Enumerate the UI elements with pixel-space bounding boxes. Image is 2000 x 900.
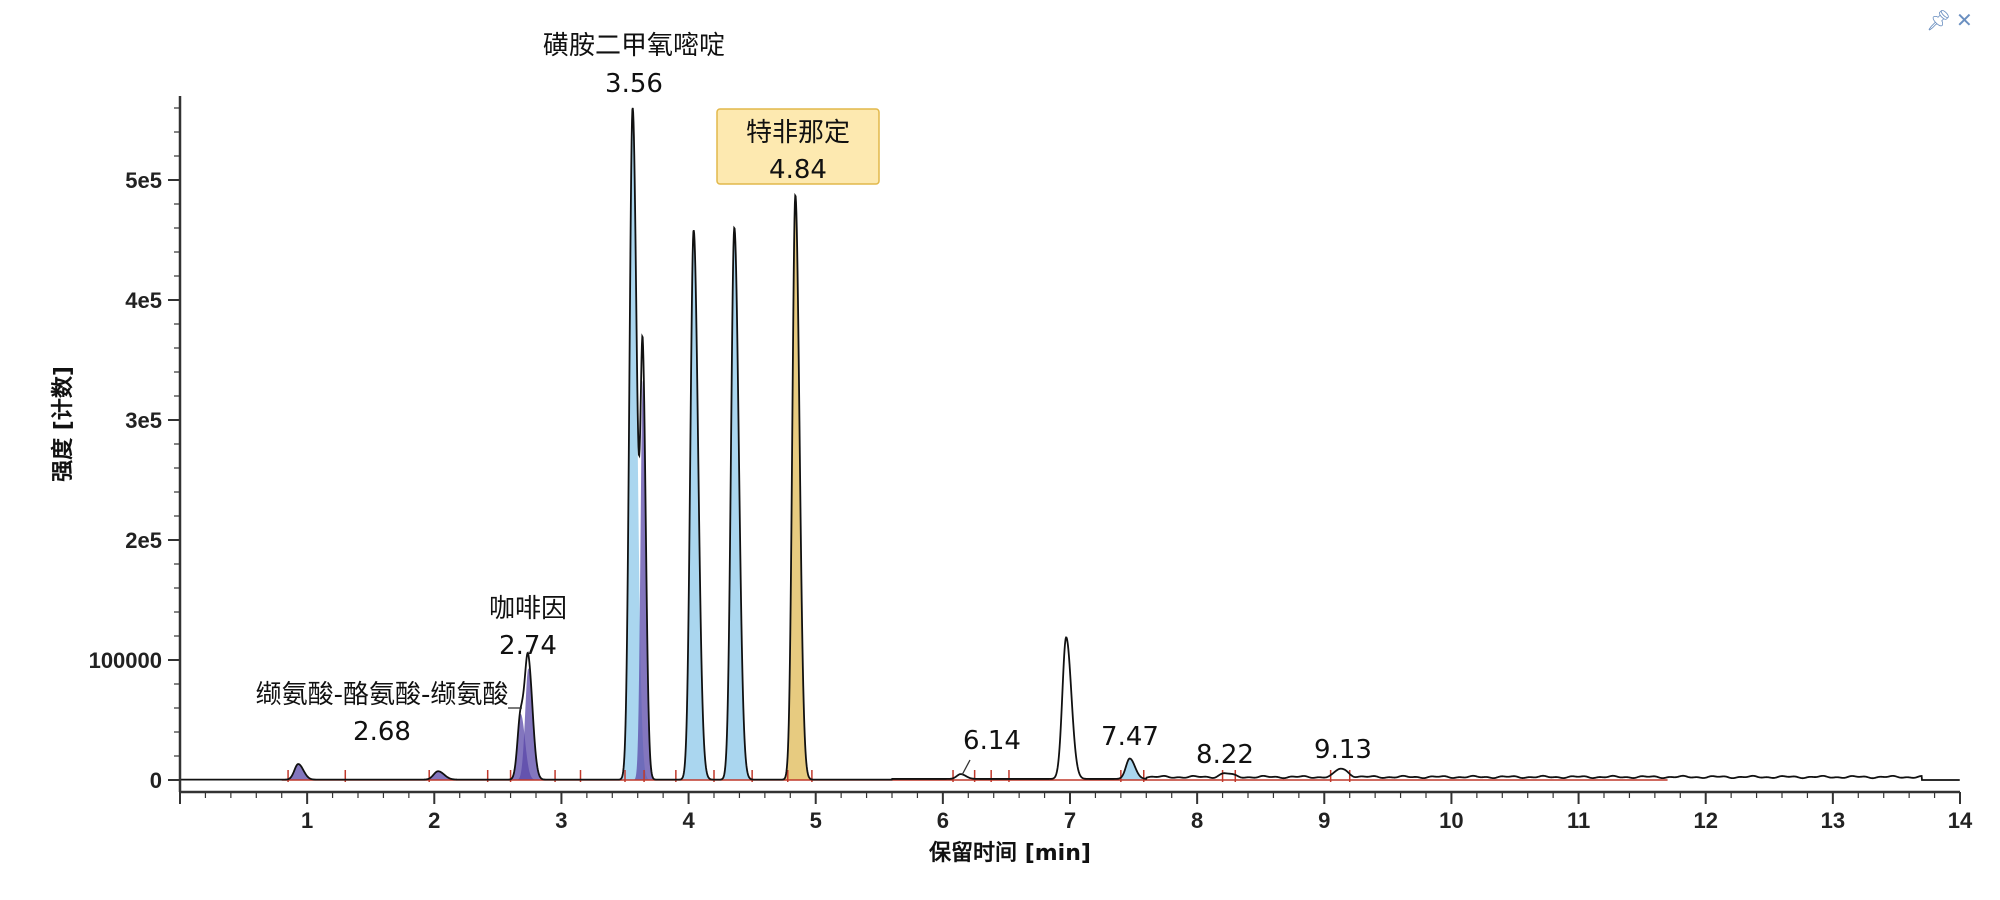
x-tick-label: 9 (1318, 808, 1330, 833)
close-icon[interactable]: ✕ (1956, 8, 1973, 32)
peak-fill-8 (783, 195, 811, 781)
x-tick-label: 1 (301, 808, 313, 833)
x-tick-label: 12 (1693, 808, 1717, 833)
peak-name-label: 缬氨酸-酪氨酸-缬氨酸 (256, 680, 509, 710)
peak-fill-3 (515, 668, 545, 780)
peak-fill-0 (282, 764, 318, 780)
peak-name-label: 特非那定 (746, 118, 850, 148)
peak-rt-label: 2.68 (353, 717, 411, 747)
chromatogram-trace (180, 107, 1960, 781)
highlight-box (716, 108, 880, 185)
leader-line (961, 759, 971, 776)
peak-rt-label: 6.14 (963, 726, 1021, 756)
peak-rt-label: 3.56 (605, 69, 663, 99)
x-axis-title: 保留时间 [min] (928, 840, 1091, 866)
peak-fill-7 (721, 228, 751, 780)
peak-rt-label: 2.74 (499, 631, 557, 661)
x-tick-label: 4 (682, 808, 695, 833)
x-tick-label: 13 (1821, 808, 1845, 833)
peak-name-label: 磺胺二甲氧嘧啶 (543, 31, 725, 61)
y-axis-title: 强度 [计数] (50, 366, 76, 482)
peak-fill-4 (619, 108, 649, 780)
pin-icon[interactable]: 📌︎ (1926, 8, 1952, 32)
y-tick-label: 3e5 (125, 408, 162, 433)
peak-fill-11 (1114, 759, 1149, 780)
peak-fill-6 (680, 230, 711, 780)
peak-rt-label: 8.22 (1196, 740, 1254, 770)
peak-rt-label: 7.47 (1101, 722, 1159, 752)
x-tick-label: 5 (810, 808, 822, 833)
y-tick-label: 5e5 (125, 168, 162, 193)
y-tick-label: 0 (150, 768, 162, 793)
x-tick-label: 7 (1064, 808, 1076, 833)
x-tick-label: 10 (1439, 808, 1463, 833)
peak-rt-label: 4.84 (769, 155, 827, 185)
peak-rt-label: 9.13 (1314, 735, 1372, 765)
x-tick-label: 14 (1948, 808, 1973, 833)
y-tick-label: 100000 (89, 648, 162, 673)
x-tick-label: 11 (1567, 808, 1590, 833)
x-tick-label: 6 (937, 808, 949, 833)
y-tick-label: 2e5 (125, 528, 162, 553)
peak-fill-5 (633, 380, 655, 780)
x-tick-label: 3 (555, 808, 567, 833)
peak-name-label: 咖啡因 (489, 594, 567, 624)
peak-fill-2 (508, 714, 537, 780)
y-tick-label: 4e5 (125, 288, 162, 313)
peak-fill-1 (420, 771, 461, 780)
x-tick-label: 2 (428, 808, 440, 833)
x-tick-label: 8 (1191, 808, 1203, 833)
